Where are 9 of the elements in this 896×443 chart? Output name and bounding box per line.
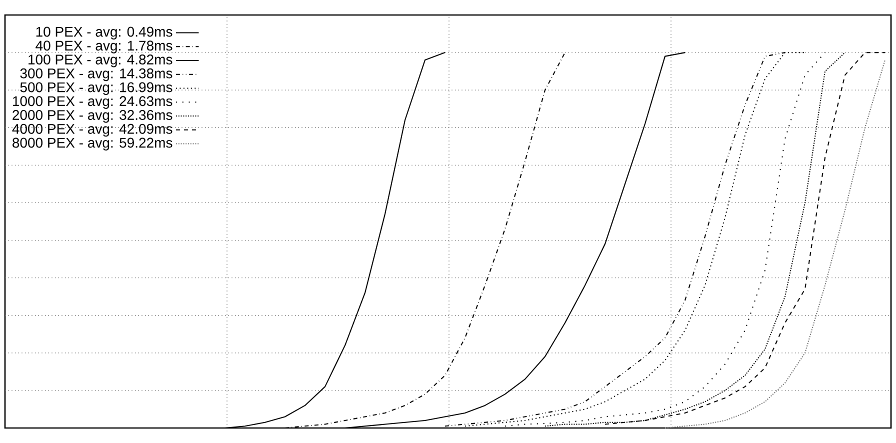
legend-label: 40 PEX - avg: 1.78ms	[36, 40, 172, 54]
legend-label: 10 PEX - avg: 0.49ms	[36, 26, 172, 40]
legend-label: 4000 PEX - avg: 42.09ms	[12, 124, 172, 137]
legend-label: 100 PEX - avg: 4.82ms	[28, 54, 172, 68]
legend-label: 2000 PEX - avg: 32.36ms	[12, 110, 172, 123]
legend-label: 300 PEX - avg: 14.38ms	[20, 68, 172, 82]
legend-label: 500 PEX - avg: 16.99ms	[20, 82, 172, 95]
legend-label: 8000 PEX - avg: 59.22ms	[12, 138, 172, 150]
legend-label: 1000 PEX - avg: 24.63ms	[13, 96, 172, 109]
